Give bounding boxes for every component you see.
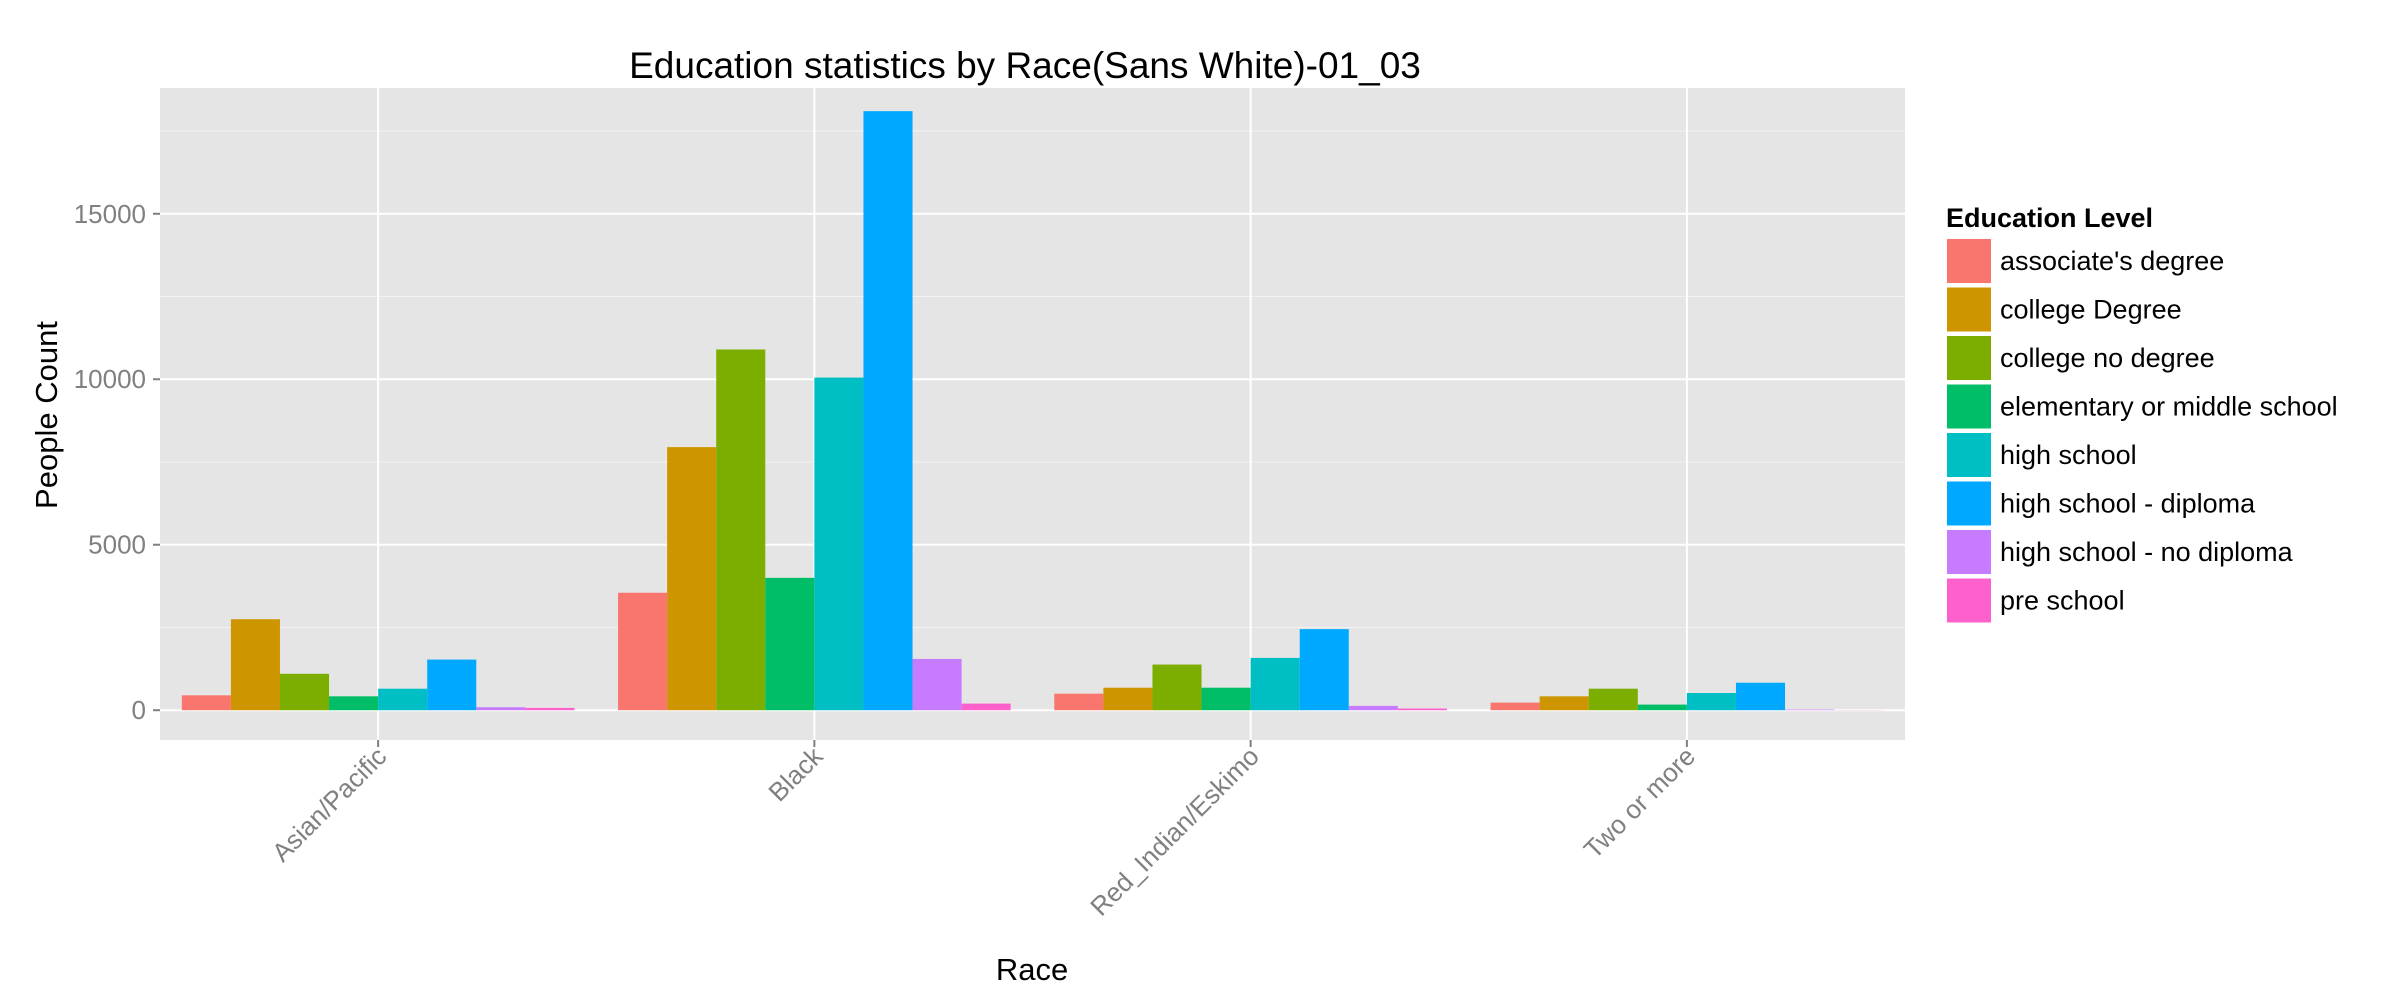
bar — [1348, 705, 1398, 711]
bar — [1103, 687, 1153, 711]
bar — [814, 377, 864, 711]
legend: Education Level associate's degree colleg… — [1945, 203, 2338, 625]
legend-label: high school — [2000, 440, 2137, 470]
legend-label: pre school — [2000, 586, 2125, 616]
bar — [961, 703, 1011, 711]
y-tick-label: 5000 — [88, 530, 146, 560]
legend-key — [1945, 576, 1993, 625]
bar — [279, 673, 330, 711]
legend-key — [1945, 431, 1993, 479]
bar — [525, 707, 575, 711]
legend-label: college no degree — [2000, 343, 2215, 373]
bar — [476, 707, 526, 711]
legend-label: elementary or middle school — [2000, 392, 2338, 422]
bar — [378, 688, 428, 711]
x-axis-title: Race — [996, 952, 1068, 987]
bar — [427, 659, 477, 711]
x-tick-label: Red_Indian/Eskimo — [1084, 741, 1265, 922]
y-axis-title: People Count — [29, 321, 64, 509]
x-tick-label: Two or more — [1578, 741, 1701, 864]
bar — [863, 111, 913, 711]
bar — [329, 696, 379, 711]
bar — [1201, 687, 1251, 711]
bar — [618, 592, 668, 711]
bar — [1299, 629, 1349, 711]
bar — [912, 658, 962, 711]
legend-key — [1945, 237, 1993, 285]
bar — [1054, 693, 1104, 711]
bars — [181, 111, 1884, 711]
y-tick-label: 10000 — [74, 364, 146, 394]
x-tick-label: Black — [762, 740, 829, 807]
legend-key — [1945, 285, 1993, 334]
bar — [1490, 702, 1540, 711]
legend-items: associate's degree college Degree college … — [1945, 237, 2338, 625]
legend-key — [1945, 382, 1993, 431]
x-tick-label: Asian/Pacific — [266, 741, 392, 867]
chart-title: Education statistics by Race(Sans White)… — [629, 45, 1421, 86]
bar — [667, 447, 717, 711]
x-axis: Asian/Pacific Black Red_Indian/Eskimo Two o… — [266, 740, 1701, 922]
y-tick-label: 0 — [132, 695, 146, 725]
bar — [1397, 708, 1447, 711]
bar — [1539, 696, 1589, 711]
bar — [1686, 693, 1736, 711]
bar — [181, 695, 231, 711]
legend-key — [1945, 334, 1993, 382]
plot-background — [160, 88, 1905, 740]
legend-label: associate's degree — [2000, 246, 2224, 276]
legend-label: college Degree — [2000, 295, 2182, 325]
bar — [1735, 682, 1786, 711]
y-tick-label: 15000 — [74, 199, 146, 229]
legend-title: Education Level — [1946, 203, 2153, 233]
bar — [1785, 709, 1835, 711]
legend-key — [1945, 479, 1993, 528]
bar — [716, 349, 766, 711]
legend-label: high school - diploma — [2000, 489, 2256, 519]
bar — [1250, 657, 1300, 711]
y-axis: 0 5000 10000 15000 — [74, 199, 160, 725]
bar — [1152, 664, 1202, 711]
legend-key — [1945, 528, 1993, 576]
bar — [230, 619, 280, 711]
bar — [1637, 704, 1687, 711]
bar — [1588, 688, 1638, 711]
legend-label: high school - no diploma — [2000, 537, 2294, 567]
bar — [765, 577, 815, 711]
